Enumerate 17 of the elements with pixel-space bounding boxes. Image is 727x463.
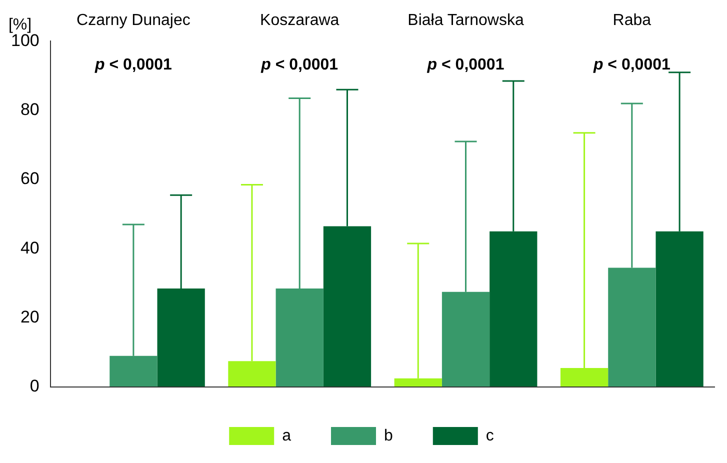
annotation: p < 0,0001 bbox=[260, 56, 338, 74]
annotation: p < 0,0001 bbox=[94, 56, 172, 74]
legend-label: c bbox=[486, 427, 494, 444]
y-axis-title: [%] bbox=[8, 16, 32, 34]
annotation: p < 0,0001 bbox=[426, 56, 504, 74]
y-tick-label: 0 bbox=[30, 376, 40, 396]
x-tick-label: Czarny Dunajec bbox=[76, 12, 190, 30]
y-tick-label: 60 bbox=[20, 169, 40, 188]
x-tick-label: Raba bbox=[612, 12, 652, 30]
x-tick-label: Koszarawa bbox=[260, 12, 340, 30]
y-tick-label: 20 bbox=[20, 308, 40, 327]
x-tick-label: Biała Tarnowska bbox=[408, 12, 524, 30]
annotation: p < 0,0001 bbox=[592, 56, 670, 74]
y-tick-label: 80 bbox=[20, 100, 40, 120]
y-tick-label: 40 bbox=[20, 238, 40, 258]
legend-label: b bbox=[384, 427, 393, 444]
legend-label: a bbox=[282, 427, 292, 444]
